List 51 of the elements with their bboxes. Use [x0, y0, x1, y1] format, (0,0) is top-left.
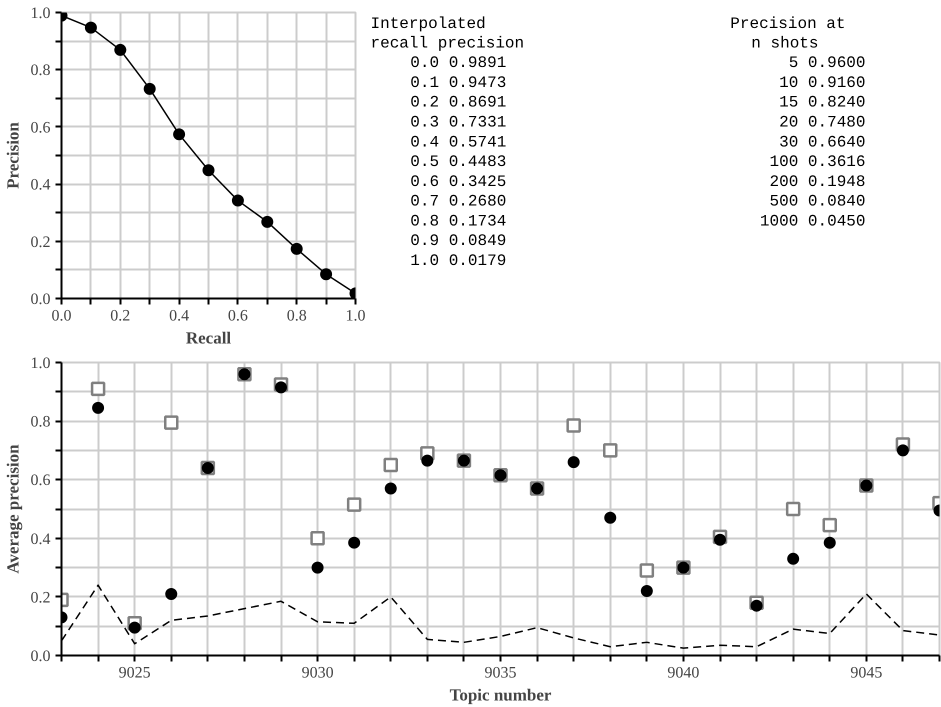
text: 1.0 0.0179: [410, 252, 506, 270]
x-tick-label: 0.6: [228, 308, 248, 324]
text: Interpolated: [370, 14, 486, 33]
text: 30 0.6640: [779, 133, 866, 152]
x-tick-label: 9025: [118, 664, 151, 682]
y-axis-title: Average precision: [4, 444, 22, 574]
text: 100 0.3616: [769, 153, 866, 172]
text: 5 0.9600: [788, 54, 866, 72]
x-axis-title: Topic number: [450, 686, 552, 704]
text: 10 0.9160: [779, 74, 866, 92]
text: 0.9 0.0849: [410, 232, 506, 250]
text: 0.8 0.1734: [410, 212, 506, 230]
x-tick-label: 9045: [850, 664, 882, 682]
text: 0.0 0.9891: [410, 54, 506, 72]
y-tick-label: 0.8: [30, 62, 50, 80]
text: 0.4 0.5741: [410, 133, 506, 152]
text: n shots: [751, 34, 819, 53]
text: Precision at: [730, 14, 846, 33]
x-tick-label: 0.4: [169, 308, 190, 324]
text: 0.2 0.8691: [410, 94, 506, 112]
text: 200 0.1948: [769, 172, 866, 191]
y-tick-label: 0.6: [30, 472, 50, 490]
text: 0.1 0.9473: [410, 74, 506, 92]
y-tick-label: 0.0: [30, 648, 50, 665]
y-tick-label: 0.4: [30, 176, 50, 194]
text: 0.3 0.7331: [410, 113, 506, 132]
y-tick-label: 1.0: [30, 5, 50, 22]
y-tick-label: 1.0: [30, 355, 50, 372]
y-tick-label: 0.6: [30, 119, 50, 136]
x-tick-label: 0.8: [286, 308, 307, 324]
text: 0.5 0.4483: [410, 153, 506, 172]
text: 0.7 0.2680: [410, 192, 506, 211]
y-axis-title: Precision: [4, 122, 22, 189]
x-tick-label: 0.2: [110, 308, 130, 324]
x-tick-label: 0.0: [52, 308, 72, 324]
text: 1000 0.0450: [760, 212, 866, 230]
y-tick-label: 0.2: [30, 589, 50, 606]
text: 15 0.8240: [779, 94, 866, 112]
x-tick-label: 9040: [667, 664, 700, 682]
text: recall precision: [370, 34, 524, 53]
y-tick-label: 0.0: [30, 291, 50, 308]
y-tick-label: 0.8: [30, 414, 50, 431]
text: 500 0.0840: [769, 192, 866, 211]
y-tick-label: 0.4: [30, 530, 50, 548]
x-tick-label: 9035: [484, 664, 516, 682]
x-axis-title: Recall: [186, 328, 232, 348]
text: 20 0.7480: [779, 113, 866, 132]
x-tick-label: 9030: [302, 664, 334, 682]
x-tick-label: 1.0: [346, 308, 366, 324]
text: 0.6 0.3425: [410, 172, 506, 191]
y-tick-label: 0.2: [30, 234, 50, 251]
